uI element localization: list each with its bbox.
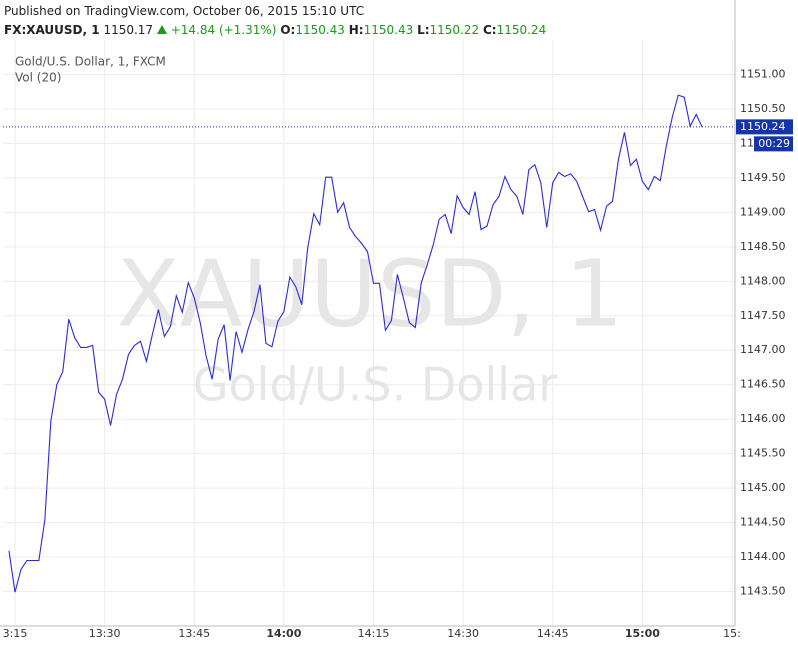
- x-tick-label: 3:15: [3, 627, 28, 640]
- x-tick-label: 15:: [723, 627, 741, 640]
- y-tick-label: 1149.00: [740, 205, 786, 218]
- y-tick-label: 1148.50: [740, 240, 786, 253]
- y-tick-label: 1144.00: [740, 550, 786, 563]
- x-tick-label: 13:30: [89, 627, 121, 640]
- y-tick-label: 1146.50: [740, 378, 786, 391]
- x-tick-label: 14:45: [537, 627, 569, 640]
- y-tick-label: 1146.00: [740, 412, 786, 425]
- low: 1150.22: [429, 23, 480, 37]
- symbol: FX:XAUUSD, 1: [4, 23, 100, 37]
- high: 1150.43: [363, 23, 414, 37]
- x-tick-label: 14:30: [447, 627, 479, 640]
- y-tick-label: 1147.00: [740, 343, 786, 356]
- high-label: H:: [348, 23, 364, 37]
- countdown: 00:29: [758, 137, 790, 150]
- y-tick-label: 1149.50: [740, 171, 786, 184]
- change: +14.84 (+1.31%): [170, 23, 277, 37]
- low-label: L:: [417, 23, 430, 37]
- last-price: 1150.17: [103, 23, 154, 37]
- price-line: [8, 94, 703, 593]
- open-label: O:: [280, 23, 296, 37]
- close: 1150.24: [496, 23, 547, 37]
- watermark-name: Gold/U.S. Dollar: [193, 358, 557, 412]
- published-line: Published on TradingView.com, October 06…: [4, 4, 365, 18]
- y-tick-label: 1147.50: [740, 309, 786, 322]
- countdown-box: [754, 136, 793, 152]
- y-tick-label: 1148.00: [740, 274, 786, 287]
- x-tick-label: 13:45: [178, 627, 210, 640]
- y-tick-label: 1144.50: [740, 516, 786, 529]
- x-tick-label: 14:00: [266, 627, 301, 640]
- up-icon: [156, 25, 167, 34]
- y-tick-label: 1145.50: [740, 447, 786, 460]
- y-tick-label: 1143.50: [740, 585, 786, 598]
- quote-line: FX:XAUUSD, 1 1150.17 +14.84 (+1.31%) O:1…: [4, 21, 546, 40]
- last-price-label: 1150.24: [740, 120, 786, 133]
- x-tick-label: 14:15: [358, 627, 390, 640]
- open: 1150.43: [295, 23, 345, 37]
- y-tick-label: 1150.50: [740, 102, 786, 115]
- header: Published on TradingView.com, October 06…: [4, 2, 546, 40]
- y-tick-label: 1151.00: [740, 67, 786, 80]
- last-price-box: [736, 119, 793, 135]
- close-label: C:: [482, 23, 497, 37]
- chart-title: Gold/U.S. Dollar, 1, FXCM: [15, 55, 166, 69]
- y-tick-label: 1145.00: [740, 481, 786, 494]
- subtitle: Vol (20): [15, 71, 61, 85]
- x-tick-label: 15:00: [625, 627, 660, 640]
